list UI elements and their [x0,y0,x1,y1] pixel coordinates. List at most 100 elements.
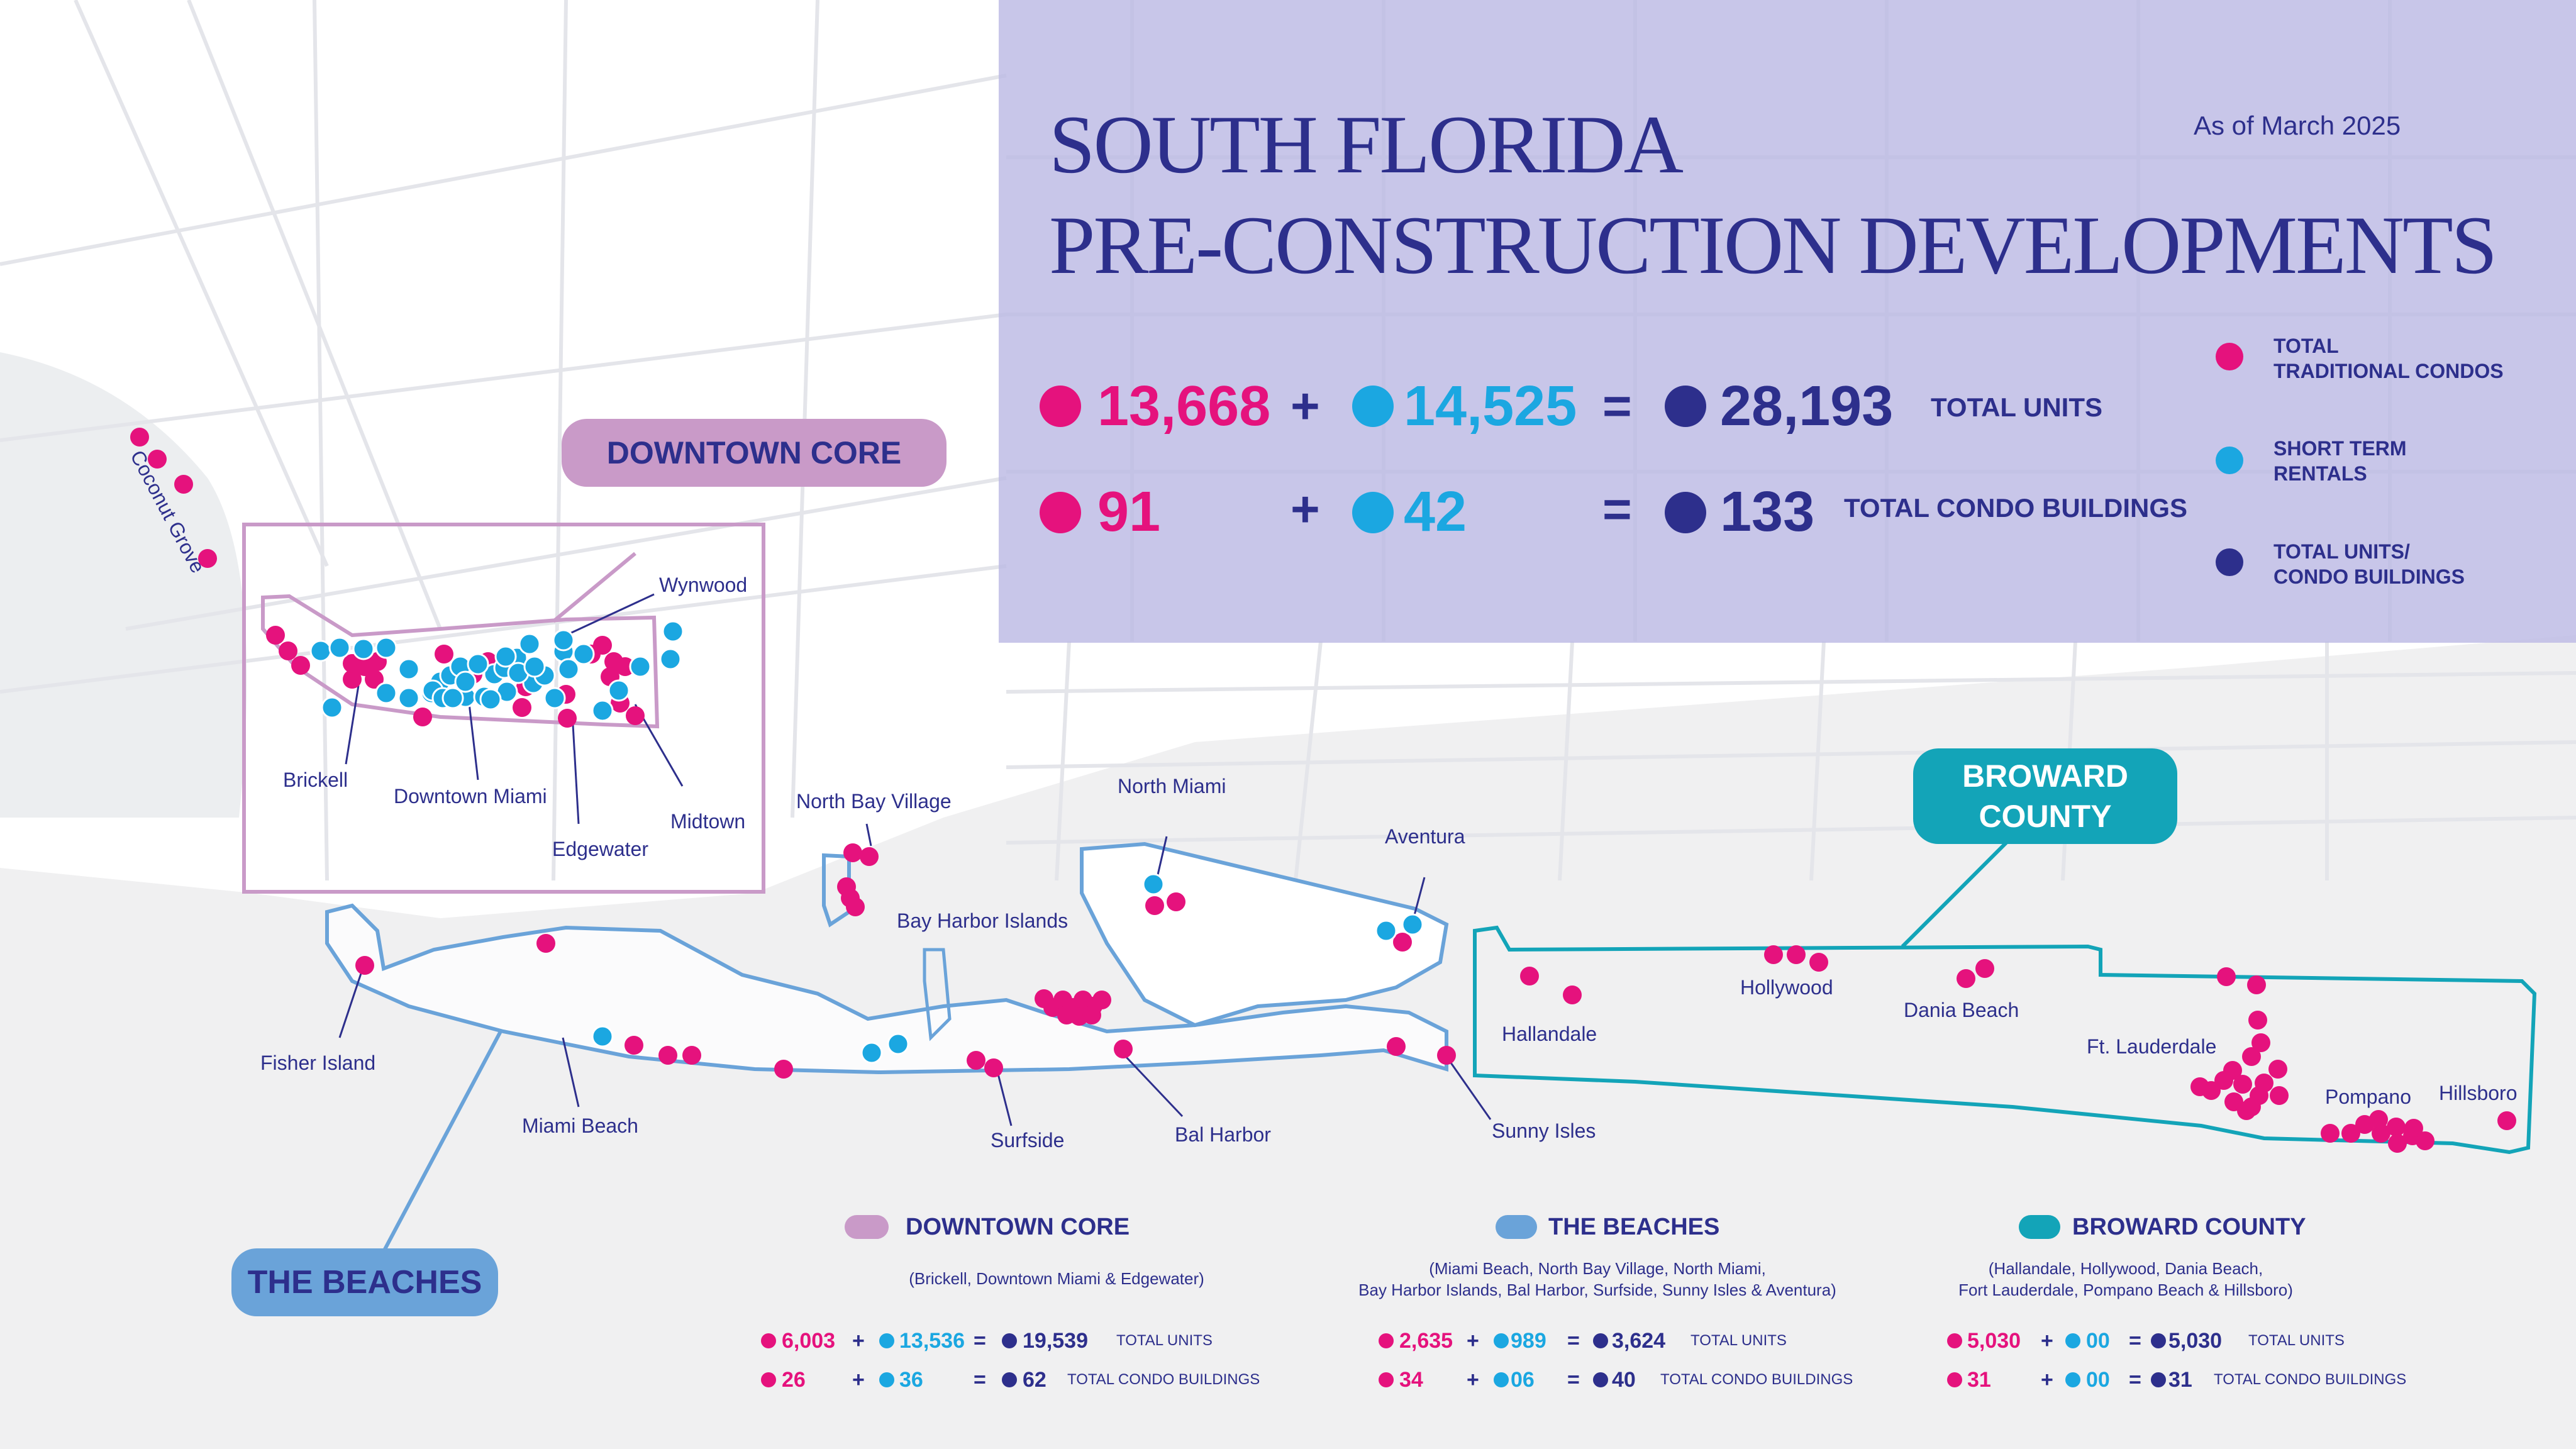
region-subtitle: (Miami Beach, North Bay Village, North M… [1321,1258,1874,1301]
region-buildings-label: TOTAL CONDO BUILDINGS [1067,1371,1260,1388]
short-term-rental-marker [552,629,575,652]
traditional-condo-marker [279,641,297,660]
label-edgewater: Edgewater [552,838,648,860]
traditional-condo-marker [2416,1131,2434,1150]
equals-sign: = [2129,1329,2141,1353]
short-term-rental-marker [397,658,420,680]
label-sunny-isles: Sunny Isles [1492,1119,1596,1142]
short-term-dot-icon [1494,1372,1509,1387]
traditional-condo-marker [1092,991,1111,1009]
short-term-rental-marker [608,679,630,702]
region-subtitle-line1: (Brickell, Downtown Miami & Edgewater) [909,1269,1204,1288]
short-term-rental-marker [321,696,343,719]
short-term-rental-marker [887,1033,909,1055]
total-buildings-label: TOTAL CONDO BUILDINGS [1844,493,2187,523]
plus-sign: + [1291,481,1320,537]
short-term-rental-marker [557,658,580,680]
plus-sign: + [852,1329,865,1353]
traditional-condo-marker [2270,1086,2289,1105]
label-ft-lauderdale: Ft. Lauderdale [2087,1035,2217,1058]
plus-sign: + [1467,1368,1479,1392]
equals-sign: = [1567,1368,1580,1392]
broward-swatch-icon [2019,1215,2060,1239]
label-wynwood: Wynwood [659,574,748,596]
total-dot-icon [1593,1372,1608,1387]
region-buildings-label: TOTAL CONDO BUILDINGS [2214,1371,2407,1388]
equals-sign: = [1602,378,1632,434]
short-term-rental-marker [479,688,502,711]
short-term-dot-icon [879,1372,894,1387]
plus-sign: + [1467,1329,1479,1353]
traditional-condo-marker [148,450,167,469]
total-dot-icon [1002,1372,1017,1387]
equals-sign: = [974,1368,986,1392]
region-subtitle-line1: (Hallandale, Hollywood, Dania Beach, [1988,1259,2263,1278]
label-midtown: Midtown [670,810,746,833]
short-term-rental-marker [1375,919,1397,942]
short-term-rental-marker [543,687,566,709]
downtown-core-outline [242,523,765,894]
traditional-condo-marker [2247,975,2266,994]
region-buildings-short-term: 00 [2086,1368,2110,1392]
short-term-rental-marker [494,645,517,668]
region-subtitle-line1: (Miami Beach, North Bay Village, North M… [1429,1259,1766,1278]
plus-sign: + [2041,1329,2053,1353]
traditional-condo-marker [1167,892,1185,911]
region-buildings-label: TOTAL CONDO BUILDINGS [1660,1371,1853,1388]
total-dot-icon [1665,386,1706,427]
legend-total-dot-icon [2216,548,2243,576]
traditional-condo-marker [365,670,384,689]
short-term-rental-marker [441,687,464,709]
total-units-short-term: 14,525 [1404,375,1577,438]
equals-sign: = [974,1329,986,1353]
broward-county-outline [1473,925,2537,1155]
region-buildings-total: 31 [2168,1368,2192,1392]
traditional-condo-marker [1563,985,1582,1004]
legend-total-label: TOTAL UNITS/ CONDO BUILDINGS [2273,540,2465,588]
short-term-rental-marker [375,636,397,659]
north-miami-outline [1080,841,1449,1028]
traditional-condo-marker [860,847,879,866]
total-units-label: TOTAL UNITS [1931,392,2102,422]
region-units-label: TOTAL UNITS [1116,1332,1213,1349]
downtown-core-tag: DOWNTOWN CORE [562,419,947,487]
label-north-miami: North Miami [1118,775,1226,797]
region-units-traditional: 2,635 [1399,1329,1453,1353]
short-term-rental-marker [352,638,375,660]
the-beaches-tag: THE BEACHES [231,1248,498,1316]
total-dot-icon [1665,492,1706,533]
total-dot-icon [2151,1372,2166,1387]
label-hillsboro: Hillsboro [2439,1082,2518,1104]
traditional-condo-marker [658,1046,677,1065]
short-term-rental-marker [1401,913,1424,936]
traditional-condo-marker [984,1058,1003,1077]
traditional-condo-marker [2202,1081,2221,1100]
region-subtitle-line2: Bay Harbor Islands, Bal Harbor, Surfside… [1358,1280,1836,1299]
label-aventura: Aventura [1385,825,1465,848]
traditional-condo-marker [682,1046,701,1065]
traditional-condo-marker [174,475,193,494]
traditional-condo-marker [2268,1060,2287,1079]
traditional-condo-marker [2233,1075,2252,1094]
short-term-rental-marker [523,655,546,678]
traditional-condo-marker [536,934,555,953]
total-dot-icon [2151,1333,2166,1348]
traditional-condo-marker [616,657,635,676]
total-units-all: 28,193 [1720,375,1894,438]
traditional-dot-icon [1040,386,1081,427]
region-buildings-total: 40 [1612,1368,1636,1392]
total-buildings-short-term: 42 [1404,480,1467,543]
region-buildings-traditional: 26 [782,1368,806,1392]
legend-traditional-dot-icon [2216,343,2243,370]
total-buildings-traditional: 91 [1097,480,1161,543]
total-dot-icon [1002,1333,1017,1348]
plus-sign: + [2041,1368,2053,1392]
label-hallandale: Hallandale [1502,1023,1597,1045]
short-term-rental-marker [467,653,489,675]
region-buildings-short-term: 06 [1511,1368,1535,1392]
legend-short-term-label: SHORT TERM RENTALS [2273,437,2407,485]
traditional-condo-marker [2255,1074,2273,1092]
label-surfside: Surfside [991,1129,1065,1152]
broward-county-tag: BROWARD COUNTY [1913,748,2177,844]
region-subtitle: (Brickell, Downtown Miami & Edgewater) [780,1268,1333,1289]
